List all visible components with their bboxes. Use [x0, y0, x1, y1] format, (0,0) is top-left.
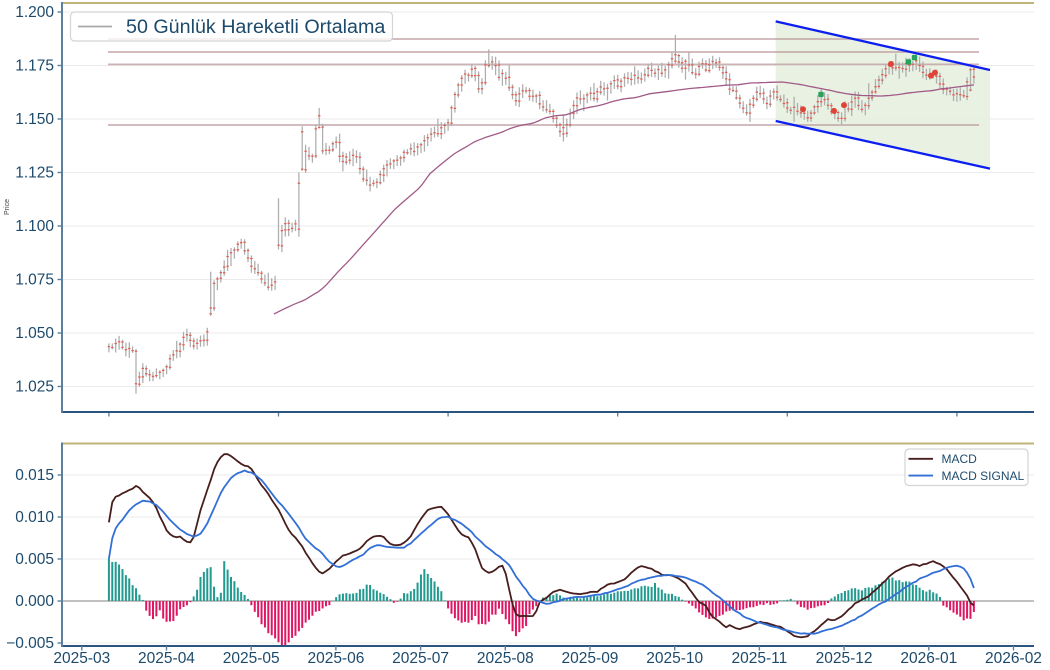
svg-text:50 Günlük Hareketli Ortalama: 50 Günlük Hareketli Ortalama	[126, 16, 385, 38]
svg-text:1.175: 1.175	[15, 58, 54, 75]
svg-text:2026-01: 2026-01	[900, 650, 957, 667]
svg-text:−0.005: −0.005	[6, 635, 54, 652]
svg-text:0.005: 0.005	[15, 551, 54, 568]
svg-text:2026-02: 2026-02	[985, 650, 1042, 667]
svg-text:2025-08: 2025-08	[477, 650, 534, 667]
svg-text:1.125: 1.125	[15, 165, 54, 182]
svg-text:1.200: 1.200	[15, 4, 54, 21]
svg-text:1.150: 1.150	[15, 111, 54, 128]
svg-text:0.000: 0.000	[15, 593, 54, 610]
svg-text:2025-03: 2025-03	[53, 650, 110, 667]
svg-text:2025-07: 2025-07	[392, 650, 449, 667]
svg-text:1.075: 1.075	[15, 272, 54, 289]
svg-text:2025-04: 2025-04	[138, 650, 195, 667]
svg-text:1.025: 1.025	[15, 379, 54, 396]
svg-text:0.010: 0.010	[15, 509, 54, 526]
svg-text:2025-12: 2025-12	[816, 650, 873, 667]
svg-text:2025-10: 2025-10	[646, 650, 703, 667]
svg-text:2025-05: 2025-05	[223, 650, 280, 667]
svg-text:0.015: 0.015	[15, 467, 54, 484]
svg-text:1.050: 1.050	[15, 325, 54, 342]
svg-text:2025-11: 2025-11	[732, 650, 788, 667]
svg-text:2025-06: 2025-06	[307, 650, 364, 667]
svg-text:MACD SIGNAL: MACD SIGNAL	[942, 469, 1025, 483]
svg-text:2025-09: 2025-09	[562, 650, 619, 667]
svg-text:MACD: MACD	[942, 452, 978, 466]
svg-text:Price: Price	[4, 199, 11, 215]
svg-text:1.100: 1.100	[15, 218, 54, 235]
